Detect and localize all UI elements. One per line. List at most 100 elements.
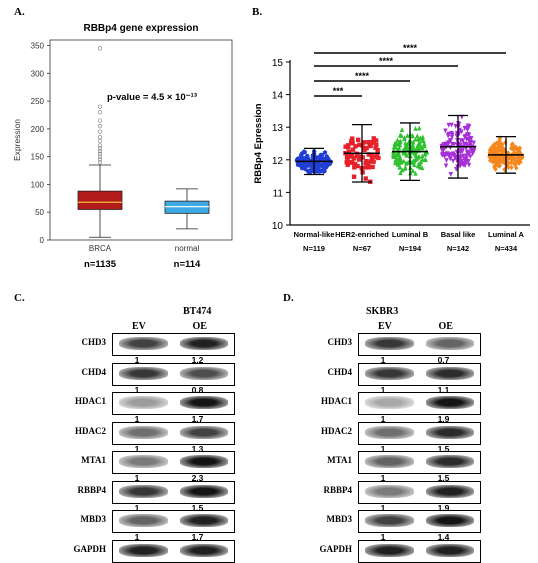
data-point <box>496 139 502 146</box>
data-point <box>364 145 369 151</box>
quantification-value: 1 <box>380 355 386 365</box>
data-point <box>459 129 464 135</box>
data-point <box>345 162 350 167</box>
data-point <box>397 164 402 170</box>
quantification-value: 1 <box>134 473 140 483</box>
blot-strip <box>358 480 481 504</box>
protein-label: MBD3 <box>326 514 353 524</box>
outlier-point <box>97 124 103 129</box>
protein-band <box>119 514 168 527</box>
data-point <box>413 125 418 131</box>
data-point <box>371 159 376 164</box>
data-point <box>499 159 505 165</box>
protein-label: RBBP4 <box>323 484 352 495</box>
data-point <box>447 156 453 162</box>
blot-strip <box>358 392 481 415</box>
protein-band <box>179 514 228 527</box>
significance-label: **** <box>403 43 418 53</box>
protein-label: MTA1 <box>81 455 106 465</box>
data-point <box>451 152 457 158</box>
protein-band <box>179 396 228 409</box>
data-point <box>311 163 316 169</box>
data-point <box>495 155 501 162</box>
data-point <box>447 152 453 158</box>
protein-band <box>425 337 474 350</box>
data-point <box>516 160 522 166</box>
data-point <box>499 141 504 147</box>
outlier-point <box>97 110 103 115</box>
count-label: N=142 <box>447 244 469 253</box>
data-point <box>443 163 449 169</box>
blot-strip <box>112 510 235 533</box>
data-point <box>349 159 355 165</box>
data-point <box>422 141 427 147</box>
blot-strip <box>358 333 481 356</box>
data-point <box>373 154 378 159</box>
quantification-value: 1.7 <box>191 532 204 542</box>
protein-band <box>179 484 228 498</box>
quantification-value: 1.5 <box>437 443 450 454</box>
data-point <box>471 140 476 146</box>
data-point <box>374 142 379 148</box>
quantification-value: 1.1 <box>437 384 450 395</box>
data-point <box>417 138 422 144</box>
data-point <box>420 153 425 159</box>
quantification-value: 1.4 <box>437 532 450 542</box>
data-point <box>346 149 352 155</box>
data-point <box>363 165 369 170</box>
data-point <box>440 152 445 158</box>
data-point <box>402 136 407 142</box>
data-point <box>446 133 451 139</box>
p-value-annotation: p-value = 4.5 × 10⁻¹³ <box>107 92 197 103</box>
data-point <box>444 141 449 147</box>
data-point <box>452 142 457 148</box>
protein-band <box>425 425 474 439</box>
protein-band <box>425 543 474 557</box>
data-point <box>467 136 472 142</box>
y-tick-label: 150 <box>31 153 45 162</box>
data-point <box>512 161 518 168</box>
protein-band <box>425 514 474 527</box>
protein-band <box>119 455 168 468</box>
panel-letter-d: D. <box>283 292 294 304</box>
data-point <box>410 168 415 174</box>
data-point <box>496 163 502 169</box>
blot-strip <box>112 333 235 356</box>
protein-label: RBBP4 <box>77 484 106 495</box>
x-tick-label: Normal-like <box>294 230 335 239</box>
data-point <box>352 161 358 167</box>
data-point <box>417 125 422 131</box>
data-point <box>402 165 408 171</box>
data-point <box>422 157 428 163</box>
data-point <box>509 164 514 171</box>
protein-band <box>365 366 414 380</box>
data-point <box>399 127 405 132</box>
data-point <box>487 153 492 159</box>
y-tick-label: 200 <box>31 125 45 134</box>
data-point <box>413 170 418 176</box>
data-point <box>444 158 449 164</box>
outlier-point <box>97 160 103 165</box>
data-point <box>345 145 351 150</box>
quantification-value: 1 <box>380 502 386 513</box>
data-point <box>413 150 418 156</box>
data-point <box>345 143 351 148</box>
data-point <box>488 146 493 152</box>
quantification-value: 0.8 <box>191 384 204 395</box>
data-point <box>366 161 371 166</box>
protein-label: HDAC1 <box>75 396 106 406</box>
outlier-point <box>97 154 103 159</box>
data-point <box>355 163 360 169</box>
quantification-value: 1 <box>134 384 140 395</box>
data-point <box>352 165 357 170</box>
protein-band <box>425 455 474 468</box>
data-point <box>324 162 330 168</box>
data-point <box>298 155 303 160</box>
blot-strip <box>112 362 235 386</box>
protein-label: GAPDH <box>319 543 353 554</box>
data-point <box>441 142 446 148</box>
scatter-plot-chart: 10 11 12 13 14 15 RBBp4 Epression Normal-like N=… <box>253 43 530 253</box>
x-tick-label: normal <box>175 244 200 253</box>
data-point <box>415 154 421 160</box>
data-point <box>393 160 398 166</box>
